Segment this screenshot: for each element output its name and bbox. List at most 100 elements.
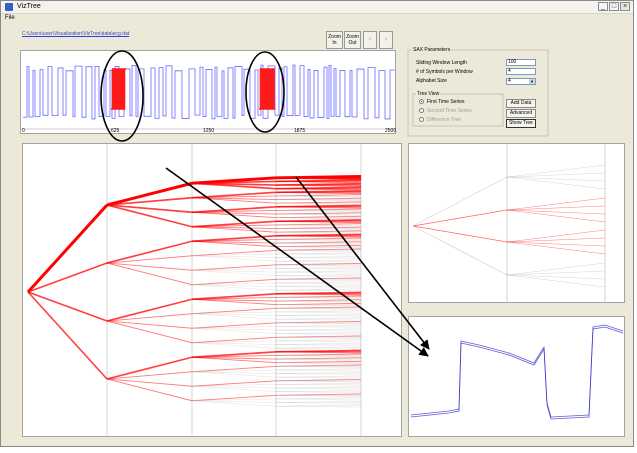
tree-branch <box>275 406 362 408</box>
show-tree-button[interactable]: Show Tree <box>506 119 536 128</box>
tree-view-title: Tree View <box>416 91 441 97</box>
tree-branch <box>275 391 362 394</box>
tree-branch <box>191 394 277 402</box>
sax-group-title: SAX Parameters <box>412 47 452 53</box>
tick-2500: 2500 <box>385 128 397 134</box>
time-series-panel[interactable] <box>20 50 396 134</box>
tree-branch <box>275 362 362 365</box>
add-data-button[interactable]: Add Data <box>506 99 536 108</box>
tree-branch <box>275 377 362 379</box>
zoom-in-label-1: Zoom <box>328 34 341 40</box>
tick-1250: 1250 <box>203 128 215 134</box>
tree-branch <box>191 356 277 360</box>
window-title: VizTree <box>17 3 41 10</box>
tick-625: 625 <box>111 128 120 134</box>
tree-branch <box>191 386 277 392</box>
subsequence-plot <box>410 324 624 420</box>
tree-branch <box>275 402 362 405</box>
menu-bar: File <box>1 14 633 23</box>
tree-branch <box>275 395 362 397</box>
time-series-plot <box>21 64 395 130</box>
zoomed-tree-panel[interactable] <box>408 143 625 303</box>
first-series-label: First Time Series <box>427 99 465 105</box>
tree-branch <box>275 366 362 368</box>
file-path-link[interactable]: C:\Users\user\Visualization\VizTree\data… <box>22 31 130 37</box>
tree-branch <box>191 400 277 403</box>
second-series-label: Second Time Series <box>427 108 472 114</box>
tree-branch <box>191 356 277 364</box>
zoom-branch <box>506 209 606 215</box>
parameter-group-frames <box>407 49 549 137</box>
tree-branch <box>275 390 362 392</box>
tree-branch <box>106 378 193 387</box>
tick-1875: 1875 <box>294 128 306 134</box>
tree-branch <box>275 393 362 396</box>
tree-branch <box>275 386 362 389</box>
tree-branch <box>275 382 362 385</box>
zoom-out-button[interactable]: Zoom Out <box>344 31 361 49</box>
zoom-branch <box>506 164 606 178</box>
difference-tree-label: Difference Tree <box>427 117 462 123</box>
highlighted-pattern-2 <box>259 68 276 110</box>
first-series-radio[interactable] <box>419 99 424 104</box>
tree-branch <box>191 365 277 373</box>
subsequence-line-2 <box>410 326 624 420</box>
alphabet-select[interactable]: 4 ▼ <box>506 78 536 85</box>
zoom-in-button[interactable]: Zoom In <box>326 31 343 49</box>
zoom-branch <box>506 270 606 276</box>
close-icon[interactable]: × <box>620 2 630 11</box>
tick-0: 0 <box>22 128 25 134</box>
tree-branch <box>275 375 362 378</box>
subsequence-tree-panel[interactable] <box>22 143 402 437</box>
zoom-in-label-2: In <box>332 40 337 46</box>
subsequence-tree <box>26 144 362 436</box>
advanced-button[interactable]: Advanced <box>506 109 536 118</box>
tree-branch <box>275 373 362 376</box>
chevron-down-icon[interactable]: ▼ <box>529 79 535 84</box>
next-button[interactable]: > <box>379 31 393 49</box>
tree-branch <box>275 371 362 374</box>
tree-branch <box>191 384 277 387</box>
zoom-branch <box>506 197 606 211</box>
window-length-label: Sliding Window Length <box>416 60 467 66</box>
tree-branch <box>275 357 362 360</box>
zoom-branch <box>506 205 606 211</box>
symbols-input[interactable]: 4 <box>506 68 536 75</box>
tree-branch <box>106 378 193 402</box>
zoom-branch <box>506 274 606 288</box>
tree-branch <box>275 404 362 407</box>
symbols-label: # of Symbols per Window <box>416 69 473 75</box>
tree-branch <box>275 387 362 390</box>
second-series-radio[interactable] <box>419 108 424 113</box>
window-length-input[interactable]: 100 <box>506 59 536 66</box>
tree-branch <box>275 364 362 367</box>
minimize-icon[interactable]: _ <box>598 2 608 11</box>
tree-branch <box>27 291 108 380</box>
zoom-branch <box>506 241 606 255</box>
maximize-icon[interactable]: □ <box>609 2 619 11</box>
alphabet-label: Alphabet Size <box>416 78 447 84</box>
tree-branch <box>275 378 362 382</box>
tree-branch <box>275 369 362 372</box>
alphabet-value: 4 <box>508 78 511 84</box>
tree-branch <box>27 262 108 293</box>
zoom-branch <box>506 176 606 182</box>
prev-button[interactable]: < <box>363 31 377 49</box>
difference-tree-radio[interactable] <box>419 117 424 122</box>
subsequence-plot-panel[interactable] <box>408 316 625 437</box>
tree-branch <box>191 369 277 372</box>
time-series-line <box>23 64 395 120</box>
zoom-branch <box>412 225 508 243</box>
zoom-branch <box>506 229 606 243</box>
tree-branch <box>191 371 277 378</box>
tree-branch <box>275 398 362 401</box>
zoom-branch <box>506 274 606 280</box>
sax-parameters-panel: SAX Parameters Sliding Window Length 100… <box>404 44 626 140</box>
zoomed-tree <box>412 144 606 302</box>
tree-branch <box>191 371 277 374</box>
zoom-out-label-1: Zoom <box>346 34 359 40</box>
menu-file[interactable]: File <box>5 15 15 21</box>
tree-branch <box>275 360 362 364</box>
zoom-branch <box>506 172 606 178</box>
tree-branch <box>275 400 362 403</box>
